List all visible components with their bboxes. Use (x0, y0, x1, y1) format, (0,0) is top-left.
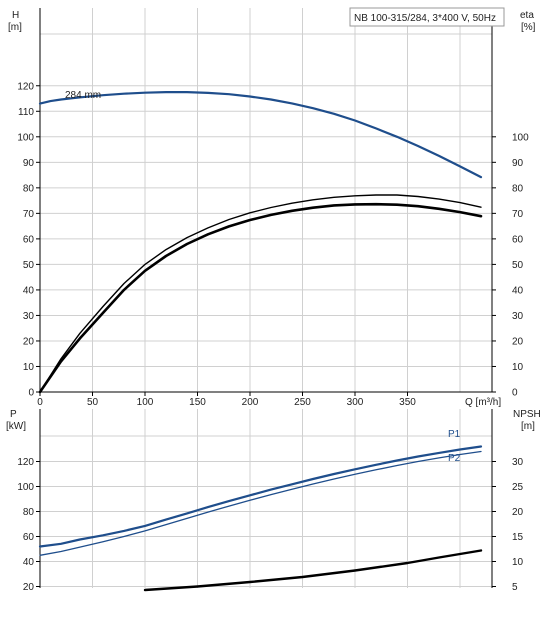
upper-left-tick-label: 40 (23, 285, 35, 296)
upper-left-tick-label: 90 (23, 158, 35, 169)
power-npsh-panel: 20 40 60 80 100 120 5 10 15 20 25 30 P [kW] NPSH [m… (6, 409, 541, 593)
lower-right-tick-label: 30 (512, 457, 524, 468)
power-axis-unit: [kW] (6, 421, 26, 432)
lower-left-tick-label: 40 (23, 557, 35, 568)
title-box (349, 7, 505, 27)
upper-left-tick-label: 0 (28, 388, 34, 399)
lower-right-tick-label: 5 (512, 582, 518, 593)
lower-left-tick-label: 120 (17, 457, 34, 468)
upper-left-tick-label: 10 (23, 362, 35, 373)
upper-x-tick-label: 50 (87, 397, 99, 408)
lower-left-tick-label: 60 (23, 532, 35, 543)
upper-left-tick-label: 80 (23, 183, 35, 194)
upper-x-tick-label: 200 (242, 397, 259, 408)
lower-frame (36, 409, 496, 588)
upper-right-tick-label: 20 (512, 336, 524, 347)
upper-right-tick-label: 0 (512, 388, 518, 399)
upper-left-tick-label: 20 (23, 336, 35, 347)
upper-series (38, 91, 483, 394)
lower-grid (40, 409, 492, 588)
efficiency-curve-upper (39, 194, 482, 393)
upper-tick-labels: 0 10 20 30 40 50 60 70 80 90 100 110 120 0 10 20 30 40 50 6… (17, 81, 529, 408)
efficiency-curve-lower (38, 202, 483, 394)
lower-series (38, 445, 483, 592)
lower-labels: P [kW] NPSH [m] P1 P2 (6, 409, 541, 464)
upper-x-tick-label: 300 (347, 397, 364, 408)
upper-left-tick-label: 60 (23, 234, 35, 245)
lower-left-tick-label: 100 (17, 482, 34, 493)
power-curve-p2 (39, 450, 482, 556)
upper-right-tick-label: 70 (512, 209, 524, 220)
eta-axis-name: eta (520, 10, 534, 21)
upper-x-tick-label: 0 (37, 397, 43, 408)
impeller-diameter-label: 284 mm (65, 90, 101, 101)
chart-title: NB 100-315/284, 3*400 V, 50Hz (354, 13, 496, 24)
lower-left-tick-label: 20 (23, 582, 35, 593)
upper-right-tick-label: 50 (512, 260, 524, 271)
p2-series-label: P2 (448, 453, 461, 464)
lower-right-tick-label: 15 (512, 532, 524, 543)
lower-left-tick-label: 80 (23, 507, 35, 518)
upper-left-tick-label: 30 (23, 311, 35, 322)
eta-axis-unit: [%] (521, 22, 536, 33)
upper-frame (36, 8, 496, 396)
upper-x-tick-label: 150 (189, 397, 206, 408)
lower-tick-labels: 20 40 60 80 100 120 5 10 15 20 25 30 (17, 457, 523, 593)
head-axis-unit: [m] (8, 22, 22, 33)
upper-grid (40, 8, 492, 392)
head-efficiency-panel: 0 10 20 30 40 50 60 70 80 90 100 110 120 0 10 20 30 40 50 6… (8, 7, 536, 408)
p1-series-label: P1 (448, 429, 461, 440)
upper-x-tick-label: 100 (137, 397, 154, 408)
upper-right-tick-label: 40 (512, 285, 524, 296)
upper-left-tick-label: 70 (23, 209, 35, 220)
upper-right-tick-label: 60 (512, 234, 524, 245)
upper-left-tick-label: 100 (17, 132, 34, 143)
lower-right-tick-label: 10 (512, 557, 524, 568)
head-axis-name: H (12, 10, 19, 21)
upper-right-tick-label: 100 (512, 132, 529, 143)
upper-x-tick-label: 350 (399, 397, 416, 408)
upper-x-tick-label: 250 (294, 397, 311, 408)
upper-labels: H [m] eta [%] Q [m³/h] NB 100-315/284, 3… (8, 7, 536, 408)
npsh-axis-unit: [m] (521, 421, 535, 432)
power-axis-name: P (10, 409, 17, 420)
power-curve-p1 (38, 445, 483, 548)
upper-right-tick-label: 10 (512, 362, 524, 373)
upper-right-tick-label: 30 (512, 311, 524, 322)
upper-left-tick-label: 110 (18, 107, 34, 118)
lower-right-tick-label: 25 (512, 482, 524, 493)
upper-left-tick-label: 120 (17, 81, 34, 92)
npsh-axis-name: NPSH (513, 409, 541, 420)
lower-right-tick-label: 20 (512, 507, 524, 518)
q-axis-label: Q [m³/h] (465, 397, 501, 408)
head-curve-284mm (38, 91, 483, 179)
npsh-curve (143, 549, 483, 592)
upper-right-tick-label: 80 (512, 183, 524, 194)
upper-left-tick-label: 50 (23, 260, 35, 271)
upper-right-tick-label: 90 (512, 158, 524, 169)
